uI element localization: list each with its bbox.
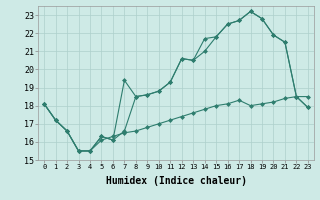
X-axis label: Humidex (Indice chaleur): Humidex (Indice chaleur) <box>106 176 246 186</box>
